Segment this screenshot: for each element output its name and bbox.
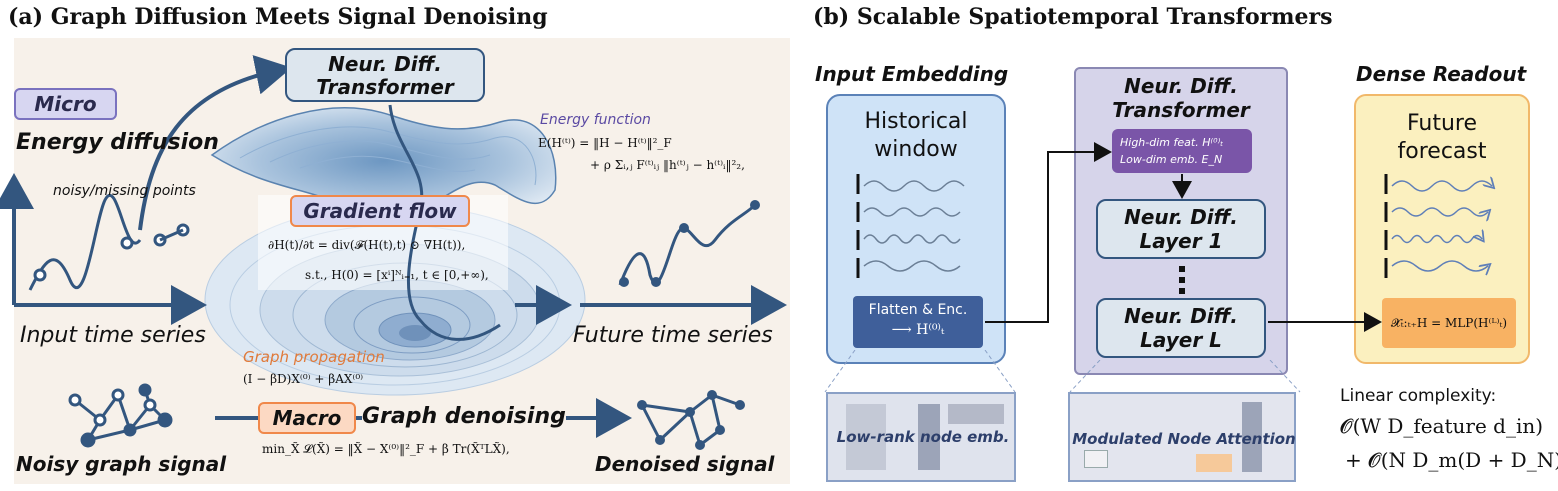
lowrank-block-b <box>918 404 940 470</box>
energy-landscape-upper <box>210 107 557 215</box>
flatten-encode-box: Flatten & Enc. ⟶ H⁽⁰⁾ₜ <box>853 296 983 348</box>
future-points <box>619 200 760 287</box>
gradient-eq2: s.t., H(0) = [xⁱ]ᴺᵢ₌₁, t ∈ [0,+∞), <box>305 268 489 282</box>
highdim-box: High-dim feat. H⁽⁰⁾ₜ Low-dim emb. E_N <box>1112 129 1252 173</box>
linear-complexity-label: Linear complexity: <box>1340 386 1497 406</box>
lowrank-zoom-lines <box>824 350 1016 393</box>
energy-function-title: Energy function <box>540 112 651 128</box>
arrow-to-transformer <box>138 55 292 231</box>
future-ts-label: Future time series <box>573 323 773 348</box>
macro-tag: Macro <box>258 402 356 434</box>
lowrank-block-c <box>948 404 1004 424</box>
graph-propagation-eq: (I − βD)X⁽⁰⁾ + βAX⁽⁰⁾ <box>243 372 364 386</box>
dense-readout-label: Dense Readout <box>1356 62 1527 86</box>
ndt-title-line1: Neur. Diff. <box>1124 74 1238 98</box>
modulated-block-a <box>1084 450 1108 468</box>
flow-curve <box>388 104 501 341</box>
modulated-label: Modulated Node Attention <box>1072 430 1296 448</box>
noisy-missing-label: noisy/missing points <box>53 183 196 199</box>
flatten-line1: Flatten & Enc. <box>868 302 968 318</box>
flatten-line2: ⟶ H⁽⁰⁾ₜ <box>891 322 945 338</box>
noisy-graph-nodes <box>68 383 173 448</box>
future-line1: Future <box>1406 111 1478 136</box>
modulated-thumbnail: Modulated Node Attention <box>1068 392 1296 482</box>
modulated-block-c <box>1242 402 1262 472</box>
layerL-line2: Layer L <box>1140 328 1222 352</box>
future-time-series-line <box>618 203 757 286</box>
layer1-box: Neur. Diff. Layer 1 <box>1096 199 1266 259</box>
denoise-eq: min_X̃ 𝓛(X̃) = ‖X̃ − X⁽⁰⁾‖²_F + β Tr(X̃ᵀ… <box>262 442 510 456</box>
noisy-graph-label: Noisy graph signal <box>16 452 227 476</box>
macro-label: Macro <box>272 406 342 430</box>
highdim-line1: High-dim feat. H⁽⁰⁾ₜ <box>1120 136 1224 149</box>
input-embedding-label: Input Embedding <box>815 62 1009 86</box>
graph-propagation-title: Graph propagation <box>243 348 385 366</box>
gradient-flow-tag: Gradient flow <box>290 195 470 227</box>
denoised-label: Denoised signal <box>595 452 775 476</box>
lowrank-block-a <box>846 404 886 470</box>
ndt-line2: Transformer <box>316 75 454 99</box>
input-time-series-line <box>28 194 142 291</box>
historical-line2: window <box>874 137 958 162</box>
future-line2: forecast <box>1397 139 1487 164</box>
layerL-box: Neur. Diff. Layer L <box>1096 298 1266 358</box>
denoised-graph-nodes <box>637 390 745 450</box>
complexity-eq2: + 𝓞(N D_m(D + D_N)) <box>1345 448 1558 472</box>
graph-denoising-label: Graph denoising <box>362 404 566 429</box>
layer1-line1: Neur. Diff. <box>1124 205 1238 229</box>
panel-a-title: (a) Graph Diffusion Meets Signal Denoisi… <box>8 4 548 30</box>
micro-label: Micro <box>34 92 97 116</box>
ndt-line1: Neur. Diff. <box>328 52 442 76</box>
energy-diffusion-label: Energy diffusion <box>16 130 219 155</box>
highdim-line2: Low-dim emb. E_N <box>1120 153 1223 166</box>
micro-tag: Micro <box>14 88 117 120</box>
input-axes <box>0 173 207 325</box>
neur-diff-transformer-box: Neur. Diff. Transformer <box>285 48 485 102</box>
layer1-line2: Layer 1 <box>1139 229 1223 253</box>
mlp-box: 𝓧ₜ:ₜ₊H = MLP(H⁽ᴸ⁾ₜ) <box>1382 298 1516 348</box>
lowrank-thumbnail: Low-rank node emb. <box>826 392 1016 482</box>
lowrank-label: Low-rank node emb. <box>836 428 1010 446</box>
gradient-eq1: ∂H(t)/∂t = div(𝓕(H(t),t) ⊙ ∇H(t)), <box>268 238 466 252</box>
modulated-zoom-lines <box>1069 360 1301 393</box>
complexity-eq1: 𝓞(W D_feature d_in) <box>1340 414 1544 438</box>
modulated-block-b <box>1196 454 1232 472</box>
future-waves <box>1384 174 1530 278</box>
gradient-flow-label: Gradient flow <box>303 199 457 223</box>
layerL-line1: Neur. Diff. <box>1124 304 1238 328</box>
mlp-eq: 𝓧ₜ:ₜ₊H = MLP(H⁽ᴸ⁾ₜ) <box>1390 316 1508 330</box>
energy-eq2: + ρ Σᵢ,ⱼ F⁽ᵗ⁾ᵢⱼ ‖h⁽ᵗ⁾ⱼ − h⁽ᵗ⁾ᵢ‖²₂, <box>590 158 745 172</box>
panel-b-title: (b) Scalable Spatiotemporal Transformers <box>813 4 1333 30</box>
energy-eq1: E(H⁽ᵗ⁾) = ‖H − H⁽ᵗ⁾‖²_F <box>538 136 672 150</box>
historical-waves <box>856 174 965 278</box>
input-ts-label: Input time series <box>20 323 206 348</box>
historical-line1: Historical <box>864 109 968 134</box>
ndt-title-line2: Transformer <box>1112 98 1250 122</box>
